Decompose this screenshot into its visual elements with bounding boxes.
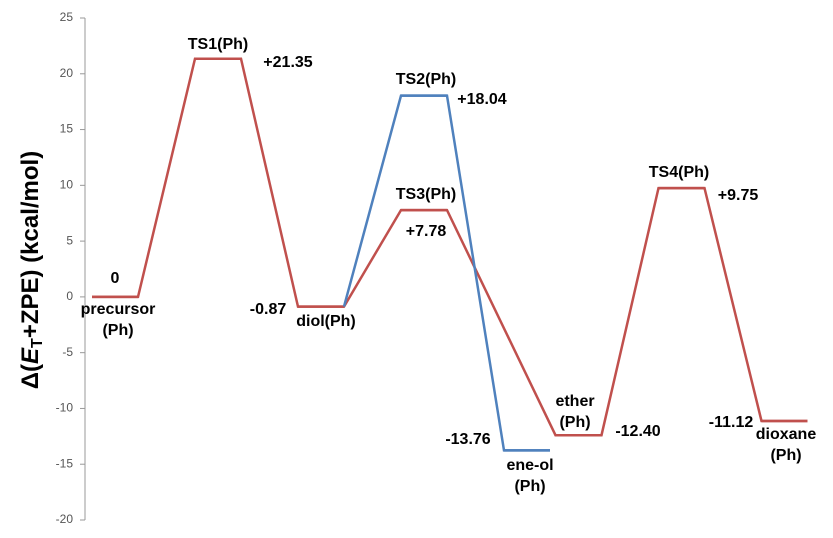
value-label: +18.04 [457, 91, 506, 108]
y-title-part: +ZPE) (kcal/mol) [17, 151, 44, 338]
y-title-part: E [17, 347, 44, 364]
value-label: +7.78 [406, 223, 447, 240]
state-label: (Ph) [514, 478, 545, 495]
value-label: -13.76 [445, 431, 490, 448]
state-label: ene-ol [506, 457, 553, 474]
y-tick-label: 25 [60, 10, 74, 24]
y-axis-title: Δ(ET+ZPE) (kcal/mol) [17, 151, 46, 389]
y-tick-label: 15 [60, 122, 74, 136]
state-label: ether [555, 393, 594, 410]
y-tick-label: -15 [56, 456, 74, 470]
value-label: -0.87 [250, 301, 287, 318]
state-label: precursor [81, 301, 156, 318]
value-label: -12.40 [615, 423, 660, 440]
state-label: TS1(Ph) [188, 36, 248, 53]
value-label: 0 [111, 270, 120, 287]
value-label: +21.35 [263, 54, 312, 71]
y-title-part: T [29, 338, 46, 348]
state-label: (Ph) [559, 414, 590, 431]
y-tick-label: 5 [66, 233, 73, 247]
energy-path [342, 94, 550, 452]
value-label: +9.75 [718, 187, 759, 204]
value-label: -11.12 [709, 414, 754, 431]
y-tick-label: 0 [66, 289, 73, 303]
y-tick-label: -10 [56, 401, 74, 415]
state-label: dioxane [756, 426, 817, 443]
state-label: (Ph) [770, 447, 801, 464]
y-tick-label: -5 [62, 345, 73, 359]
state-label: TS4(Ph) [649, 164, 709, 181]
state-label: TS3(Ph) [396, 186, 456, 203]
y-title-part: Δ( [17, 364, 44, 389]
y-tick-label: 10 [60, 178, 74, 192]
state-label: diol(Ph) [296, 313, 356, 330]
y-tick-label: -20 [56, 512, 74, 526]
state-label: (Ph) [102, 322, 133, 339]
state-label: TS2(Ph) [396, 71, 456, 88]
y-tick-label: 20 [60, 66, 74, 80]
